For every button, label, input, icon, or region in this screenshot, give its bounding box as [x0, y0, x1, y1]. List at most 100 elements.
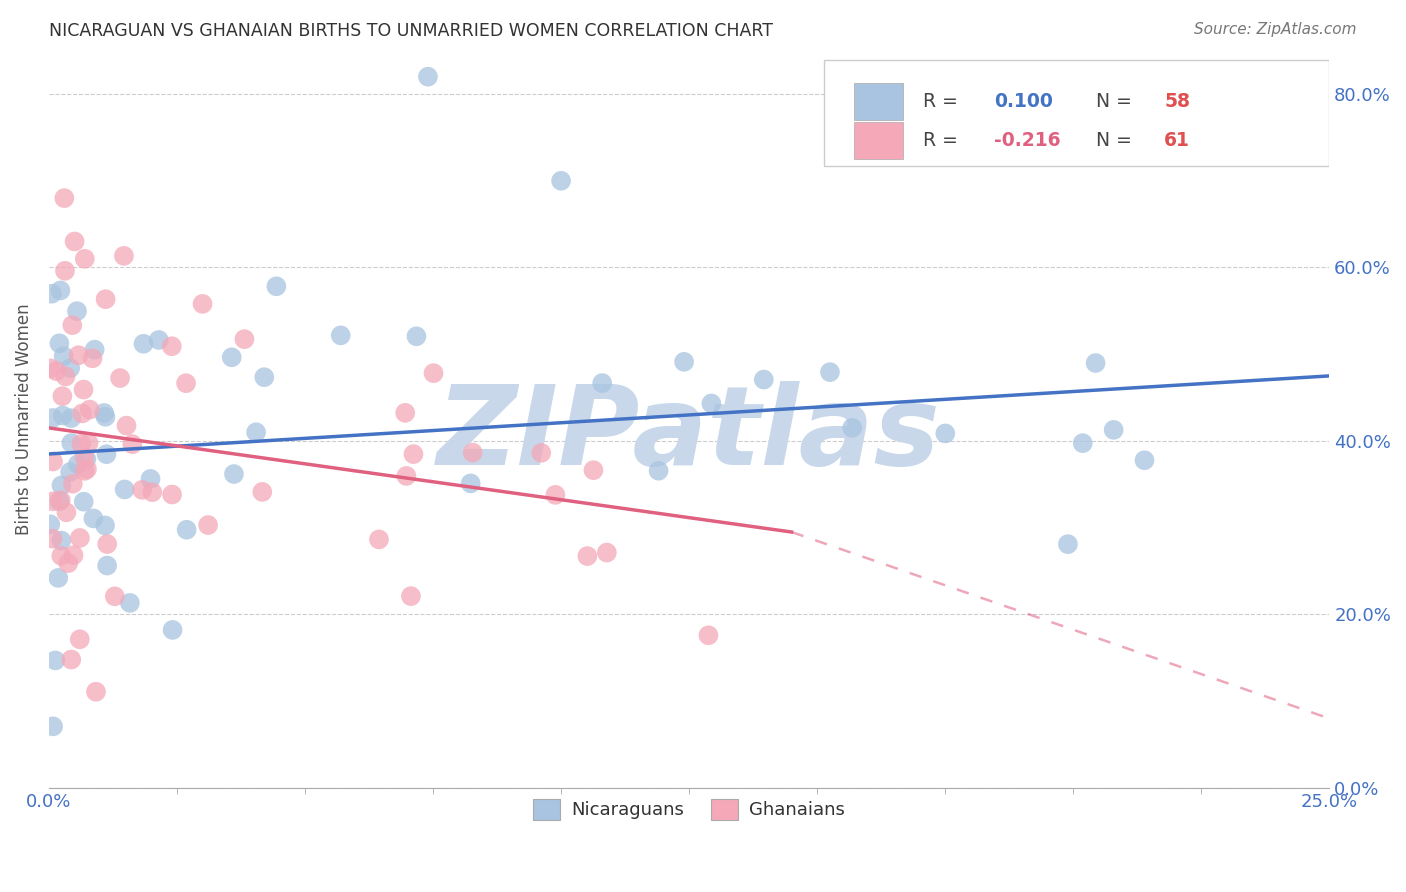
Text: -0.216: -0.216	[994, 131, 1060, 150]
Point	[66, 304, 89, 318]
Point	[402, 447, 425, 461]
Point	[53, 264, 76, 278]
Point	[76, 462, 98, 476]
Point	[841, 421, 863, 435]
Point	[1057, 537, 1080, 551]
Point	[405, 329, 427, 343]
Point	[60, 436, 83, 450]
Point	[59, 465, 82, 479]
Point	[104, 590, 127, 604]
Point	[176, 523, 198, 537]
Point	[96, 537, 118, 551]
Point	[73, 252, 96, 266]
Point	[252, 484, 274, 499]
Point	[752, 373, 775, 387]
Point	[41, 532, 63, 546]
Point	[42, 454, 65, 468]
Point	[39, 517, 62, 532]
Point	[395, 469, 418, 483]
Point	[550, 174, 572, 188]
Point	[51, 389, 73, 403]
Point	[1102, 423, 1125, 437]
Point	[673, 355, 696, 369]
Text: 61: 61	[1164, 131, 1189, 150]
Point	[329, 328, 352, 343]
Point	[233, 332, 256, 346]
Point	[132, 336, 155, 351]
Point	[131, 483, 153, 497]
Point	[48, 336, 70, 351]
Point	[96, 447, 118, 461]
Point	[82, 511, 104, 525]
Point	[591, 376, 613, 390]
Point	[63, 235, 86, 249]
Point	[42, 719, 65, 733]
FancyBboxPatch shape	[855, 83, 903, 120]
Y-axis label: Births to Unmarried Women: Births to Unmarried Women	[15, 303, 32, 535]
Point	[70, 407, 93, 421]
Point	[222, 467, 245, 481]
Point	[160, 339, 183, 353]
Point	[139, 472, 162, 486]
Point	[399, 589, 422, 603]
Point	[174, 376, 197, 391]
Point	[51, 478, 73, 492]
Point	[48, 494, 70, 508]
Point	[59, 361, 82, 376]
Text: ZIPatlas: ZIPatlas	[437, 381, 941, 488]
Point	[55, 505, 77, 519]
Point	[39, 361, 62, 376]
Point	[596, 545, 619, 559]
Point	[58, 556, 80, 570]
Point	[55, 369, 77, 384]
Point	[69, 632, 91, 647]
Point	[245, 425, 267, 440]
Point	[93, 406, 115, 420]
Point	[45, 364, 67, 378]
Point	[46, 571, 69, 585]
Point	[544, 488, 567, 502]
Point	[1133, 453, 1156, 467]
Point	[112, 249, 135, 263]
Point	[60, 652, 83, 666]
Point	[72, 383, 94, 397]
Point	[44, 653, 66, 667]
Point	[121, 437, 143, 451]
Point	[118, 596, 141, 610]
Point	[148, 333, 170, 347]
Point	[576, 549, 599, 563]
Point	[191, 297, 214, 311]
Point	[160, 487, 183, 501]
Point	[62, 476, 84, 491]
Point	[266, 279, 288, 293]
Point	[1071, 436, 1094, 450]
Point	[422, 366, 444, 380]
Text: 58: 58	[1164, 92, 1189, 111]
Text: NICARAGUAN VS GHANAIAN BIRTHS TO UNMARRIED WOMEN CORRELATION CHART: NICARAGUAN VS GHANAIAN BIRTHS TO UNMARRI…	[49, 22, 773, 40]
Point	[416, 70, 439, 84]
Text: R =: R =	[924, 92, 965, 111]
Point	[94, 518, 117, 533]
Point	[73, 450, 96, 465]
Text: N =: N =	[1097, 131, 1137, 150]
Point	[96, 558, 118, 573]
Point	[368, 533, 391, 547]
Point	[197, 518, 219, 533]
Point	[461, 445, 484, 459]
Point	[700, 396, 723, 410]
Point	[460, 476, 482, 491]
Legend: Nicaraguans, Ghanaians: Nicaraguans, Ghanaians	[526, 791, 852, 827]
Point	[647, 464, 669, 478]
Point	[41, 286, 63, 301]
Point	[67, 348, 90, 362]
Point	[77, 436, 100, 450]
Point	[51, 549, 73, 563]
Point	[84, 684, 107, 698]
Text: R =: R =	[924, 131, 965, 150]
Point	[221, 351, 243, 365]
Point	[1084, 356, 1107, 370]
Point	[394, 406, 416, 420]
Point	[53, 191, 76, 205]
Point	[162, 623, 184, 637]
Point	[60, 411, 83, 425]
